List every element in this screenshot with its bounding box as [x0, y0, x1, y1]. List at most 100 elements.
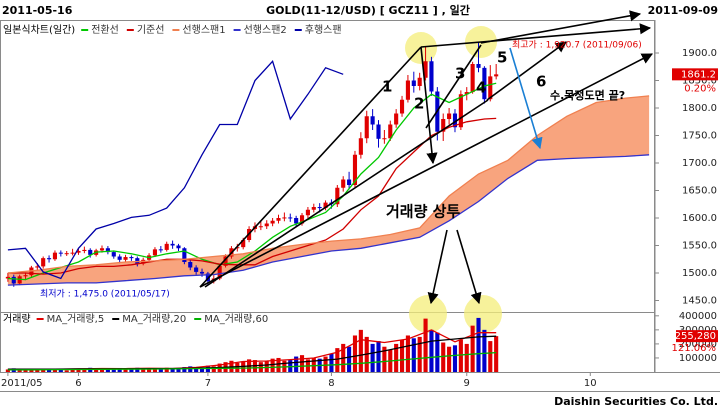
- candle-body: [335, 187, 340, 205]
- y-tick-label: 1500.0: [682, 268, 717, 279]
- y-tick-label: 400000: [679, 311, 717, 322]
- trendline: [420, 46, 438, 165]
- x-tick-label: 2011/05: [1, 378, 43, 389]
- volume-bar: [417, 336, 422, 372]
- volume-bar: [129, 369, 134, 372]
- marks-layer: 1450.01500.01550.01600.01650.01700.01750…: [1, 24, 717, 389]
- annotation: 4: [476, 79, 486, 97]
- candle-body: [394, 113, 399, 125]
- candle-body: [135, 258, 140, 264]
- trendline: [425, 44, 482, 129]
- y-tick-label: 1800.0: [682, 103, 717, 114]
- panel-title: 거래량: [3, 313, 31, 325]
- candle-body: [152, 249, 158, 256]
- volume-bar: [476, 317, 481, 372]
- x-tick-label: 10: [584, 378, 597, 389]
- y-tick-label: 1750.0: [682, 131, 717, 142]
- legend-label: 선행스팬2: [244, 24, 287, 36]
- volume-bar: [405, 335, 410, 372]
- volume-bar: [35, 369, 40, 372]
- y-tick-label: 1450.0: [682, 296, 717, 307]
- candle-body: [258, 226, 263, 228]
- candle-body: [470, 64, 475, 93]
- indicator-line: [7, 95, 650, 274]
- candle-body: [117, 256, 122, 260]
- highlight: [464, 295, 502, 333]
- candle-body: [217, 265, 222, 279]
- candle-body: [399, 99, 405, 114]
- candle-body: [35, 266, 40, 268]
- volume-bar: [329, 353, 334, 372]
- candle-body: [276, 218, 281, 221]
- trendline: [420, 23, 652, 48]
- candle-body: [429, 61, 434, 92]
- volume-bar: [170, 368, 175, 372]
- annotation: 5: [497, 49, 507, 67]
- candle-body: [64, 253, 69, 255]
- x-tick-label: 7: [205, 378, 211, 389]
- candle-body: [235, 247, 240, 249]
- volume-bar: [352, 335, 358, 372]
- candle-body: [288, 217, 293, 219]
- candle-body: [264, 223, 269, 227]
- candle-body: [388, 124, 393, 139]
- volume-bar: [270, 358, 275, 372]
- candle-body: [441, 119, 446, 132]
- volume-bar: [47, 369, 52, 372]
- candle-body: [58, 252, 63, 254]
- candle-body: [23, 275, 28, 277]
- start-date: 2011-05-16: [2, 4, 73, 17]
- volume-bar: [182, 367, 187, 372]
- volume-bar: [141, 368, 146, 372]
- volume-bar: [264, 361, 269, 372]
- candle-body: [158, 249, 163, 251]
- volume-bar: [311, 357, 316, 372]
- volume-bar: [176, 369, 181, 372]
- candle-body: [323, 202, 328, 209]
- candle-body: [76, 251, 81, 253]
- volume-bar: [58, 369, 63, 372]
- last-change: 0.20%: [684, 83, 716, 94]
- candle-body: [99, 248, 105, 251]
- symbol-title: GOLD(11-12/USD) [ GCZ11 ] , 일간: [266, 3, 470, 17]
- volume-bar: [99, 369, 105, 372]
- candle-body: [294, 218, 299, 224]
- footer: Daishin Securities Co. Ltd.: [554, 395, 718, 408]
- x-tick-label: 9: [464, 378, 470, 389]
- candle-body: [88, 249, 93, 255]
- trendline: [199, 53, 653, 288]
- candle-body: [358, 138, 363, 155]
- volume-bar: [147, 368, 152, 372]
- volume-bar: [276, 357, 281, 372]
- y-tick-label: 1550.0: [682, 241, 717, 252]
- trendline: [199, 46, 422, 288]
- volume-bar: [370, 343, 375, 372]
- volume-bar: [394, 343, 399, 372]
- volume-bar: [323, 356, 328, 372]
- volume-bar: [347, 346, 352, 372]
- trendline: [204, 99, 489, 288]
- annotation: 최저가 : 1,475.0 (2011/05/17): [40, 289, 170, 300]
- candle-body: [11, 276, 16, 284]
- volume-bar: [64, 370, 69, 372]
- candle-body: [382, 138, 387, 140]
- legend-label: MA_거래량,5: [47, 313, 105, 325]
- y-tick-label: 200000: [679, 339, 717, 350]
- volume-bar: [294, 356, 299, 372]
- candle-body: [458, 94, 463, 128]
- volume-bar: [123, 368, 128, 372]
- candle-body: [270, 220, 275, 224]
- legend-label: 선행스팬1: [182, 24, 225, 36]
- y-tick-label: 1850.0: [682, 76, 717, 87]
- candle-body: [311, 207, 316, 210]
- volume-bar: [382, 346, 387, 372]
- volume-bar: [411, 338, 416, 372]
- annotation: 2: [414, 95, 424, 113]
- legend-label: MA_거래량,20: [122, 313, 186, 325]
- end-date: 2011-09-09: [648, 4, 718, 17]
- candle-body: [41, 258, 46, 267]
- annotation: 3: [455, 65, 465, 83]
- annotation: 6: [536, 73, 546, 91]
- candle-body: [488, 76, 493, 100]
